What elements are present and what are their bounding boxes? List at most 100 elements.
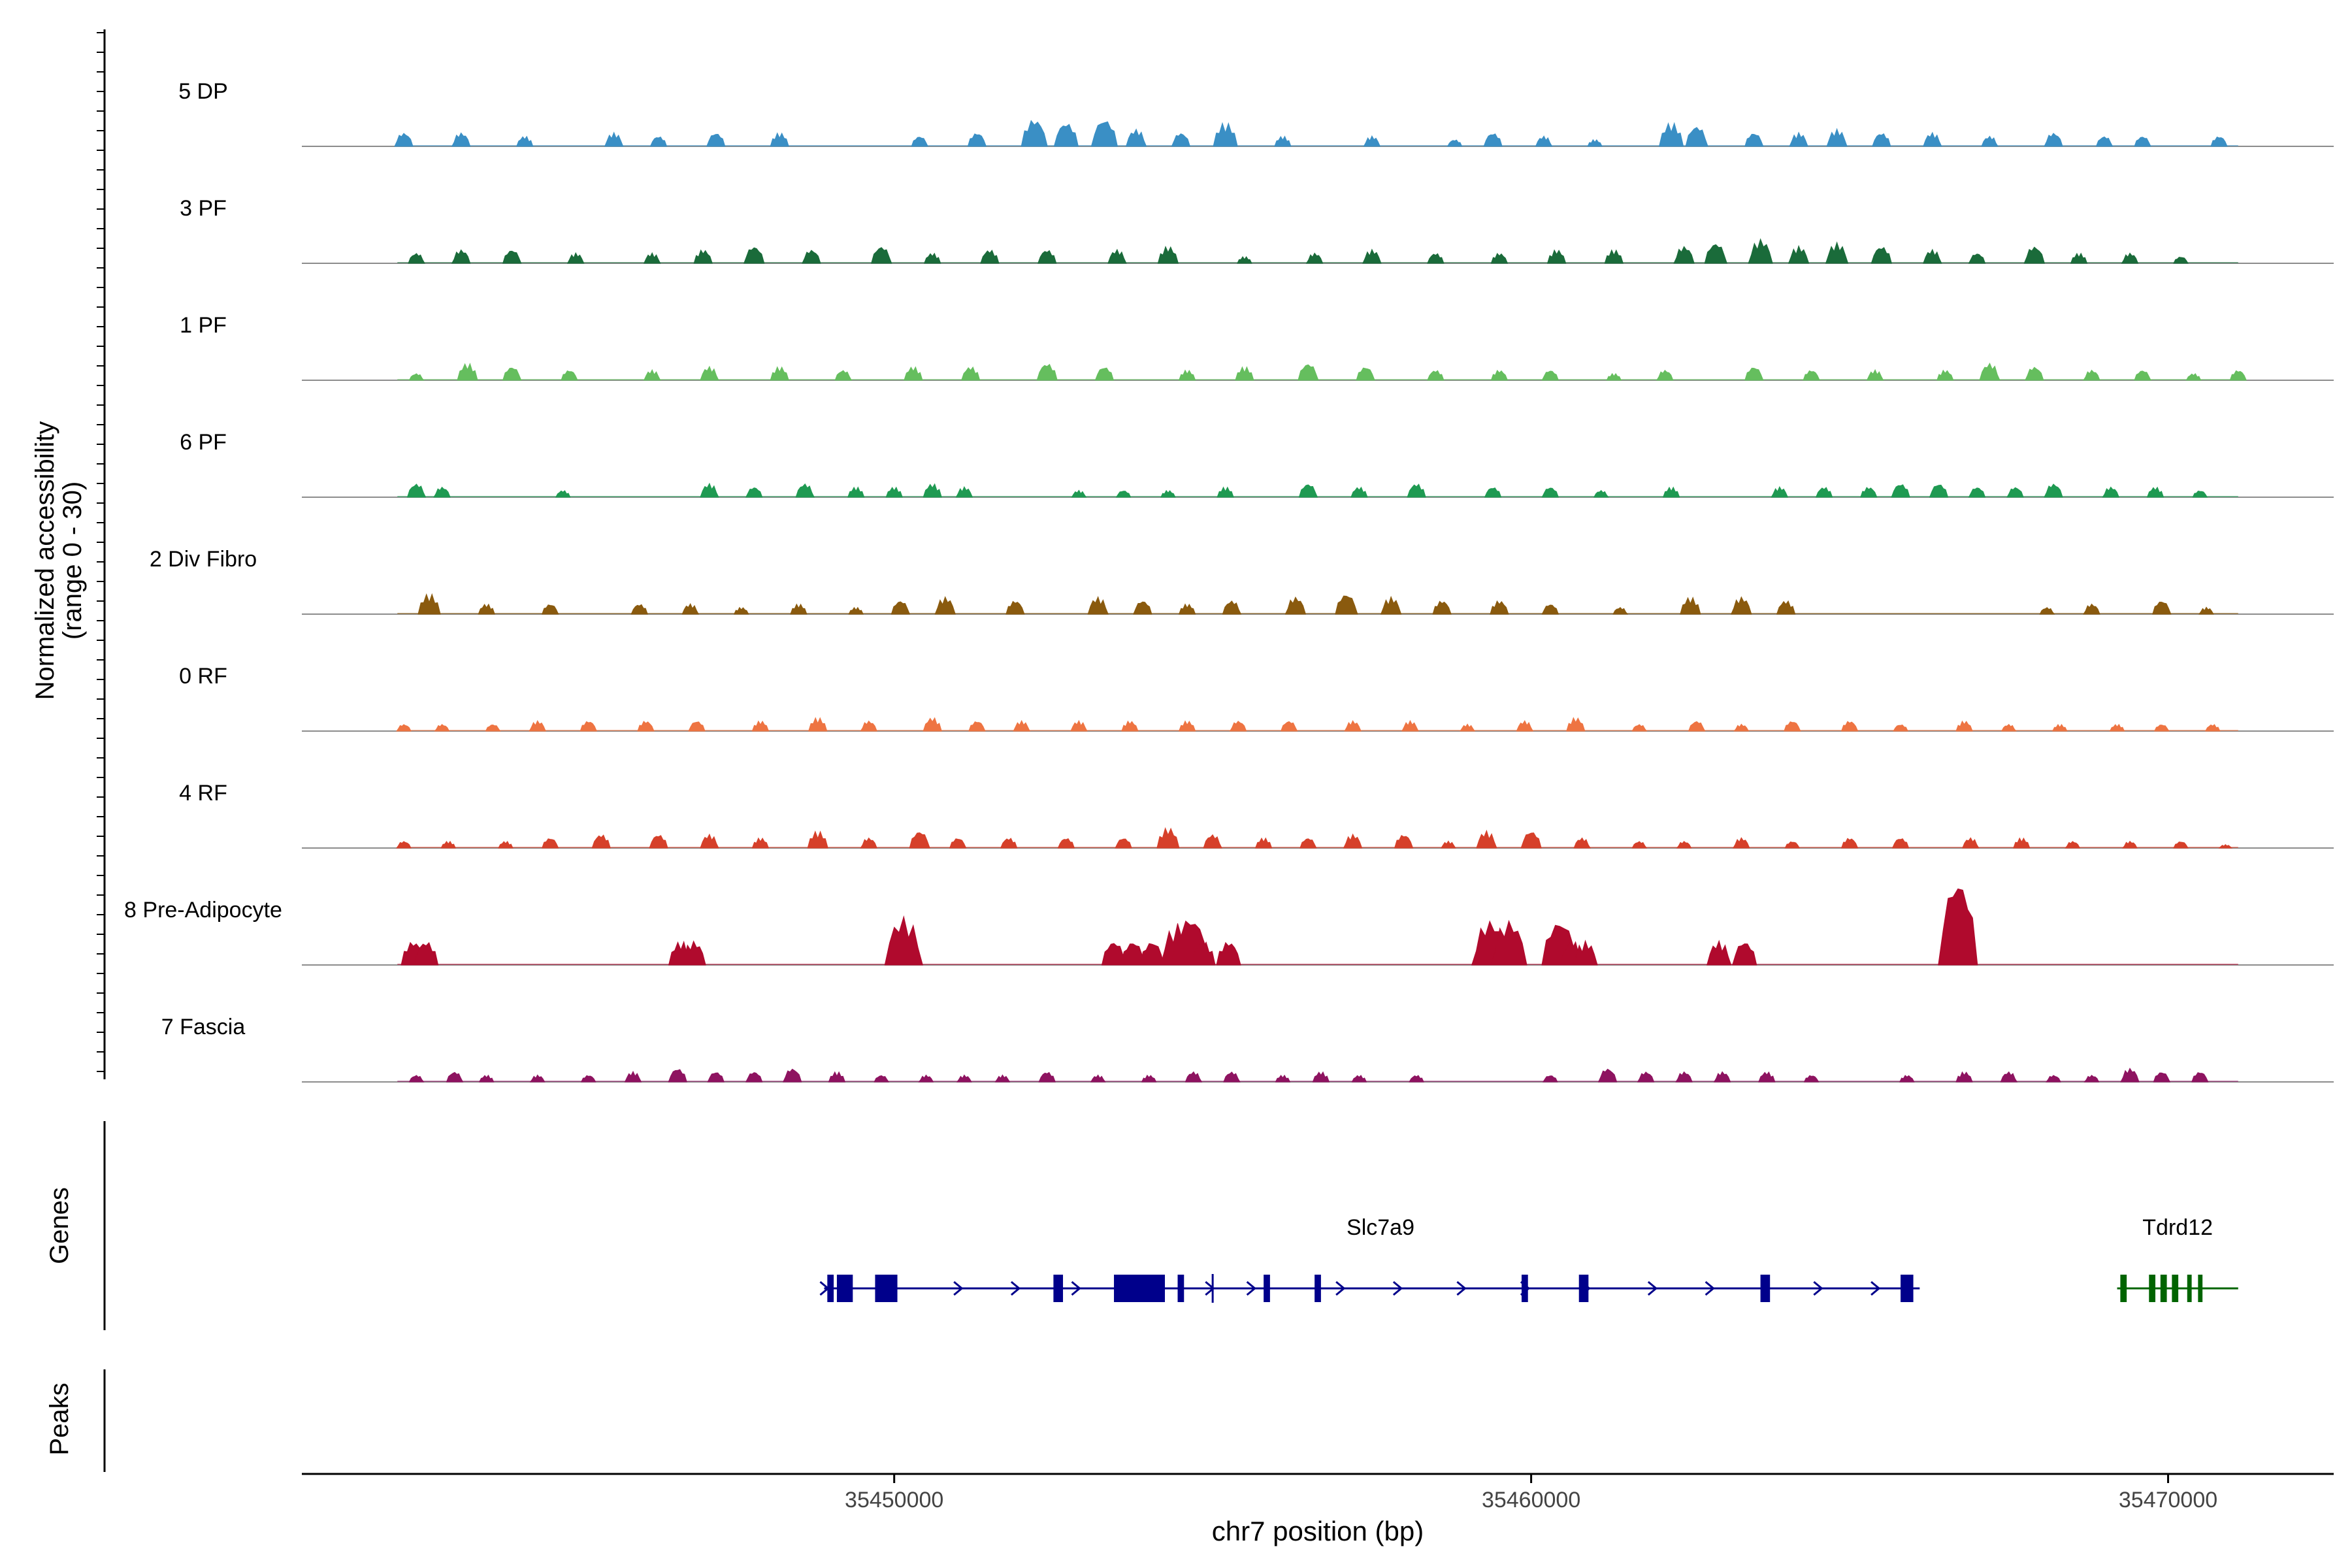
coverage-peak <box>2083 1075 2100 1083</box>
coverage-peak <box>1516 720 1534 732</box>
coverage-peak <box>967 133 987 147</box>
coverage-peak <box>1190 941 1216 966</box>
coverage-peak <box>457 363 478 381</box>
coverage-peak <box>394 133 414 147</box>
coverage-peak <box>1860 487 1878 498</box>
coverage-peak <box>1178 369 1196 381</box>
accessibility-tracks: 5 DP 3 PF 1 PF 6 PF 2 Div Fibro 0 RF 4 RF 8 Pre… <box>124 79 2334 1083</box>
genes-panel: Genes Slc7a9 Tdrd12 <box>45 1121 2238 1330</box>
coverage-peak <box>918 1074 934 1083</box>
coverage-peak <box>2146 486 2164 498</box>
coverage-peak <box>649 136 668 147</box>
coverage-peak <box>1115 491 1132 498</box>
coverage-peak <box>1178 720 1196 732</box>
coverage-peak <box>884 915 923 966</box>
coverage-peak <box>515 135 534 147</box>
coverage-peak <box>1685 127 1708 147</box>
coverage-peak <box>1156 826 1180 849</box>
coverage-peak <box>1427 253 1445 264</box>
coverage-peak <box>1351 1075 1367 1083</box>
x-axis: 35450000 35460000 35470000 chr7 position (… <box>302 1473 2334 1546</box>
track-0-rf: 0 RF <box>179 664 2334 732</box>
coverage-peak <box>1573 939 1598 966</box>
coverage-peak <box>1037 250 1057 264</box>
coverage-peak <box>1125 128 1147 147</box>
coverage-peak <box>1087 596 1109 615</box>
x-tick-label: 35460000 <box>1482 1488 1580 1512</box>
coverage-peak <box>630 604 648 615</box>
coverage-peak <box>1490 919 1527 966</box>
coverage-peak <box>624 1070 642 1083</box>
coverage-peak <box>745 1072 763 1083</box>
track-label: 8 Pre-Adipocyte <box>124 898 282 923</box>
coverage-peak <box>1840 838 1859 849</box>
gene-exon <box>1901 1275 1914 1302</box>
coverage-peak <box>808 717 828 732</box>
coverage-peak <box>1979 362 2001 381</box>
coverage-peak <box>1298 364 1319 381</box>
coverage-peak <box>637 721 655 732</box>
coverage-peak <box>1021 120 1048 147</box>
coverage-peak <box>1676 841 1692 849</box>
coverage-peak <box>1356 367 1375 381</box>
peaks-panel: Peaks <box>45 1369 106 1472</box>
coverage-peak <box>2191 1072 2209 1083</box>
gene-tdrd12: Tdrd12 <box>2117 1215 2238 1302</box>
coverage-peak <box>580 1075 596 1083</box>
coverage-peak <box>956 1074 972 1083</box>
coverage-peak <box>1350 486 1368 498</box>
track-label: 3 PF <box>180 196 227 221</box>
coverage-peak <box>541 604 559 615</box>
track-7-fascia: 7 Fascia <box>161 1015 2334 1083</box>
x-axis-ticks: 35450000 35460000 35470000 <box>845 1474 2217 1512</box>
track-2-div-fibro: 2 Div Fibro <box>150 547 2334 615</box>
coverage-peak <box>1490 252 1509 264</box>
coverage-peak <box>1254 837 1273 849</box>
coverage-peak <box>770 132 789 147</box>
coverage-peak <box>707 1072 725 1083</box>
gene-exon <box>827 1275 834 1302</box>
coverage-peak <box>1803 370 1820 381</box>
coverage-peak <box>406 483 427 498</box>
coverage-peak <box>1407 483 1426 498</box>
gene-exon <box>2120 1275 2127 1302</box>
coverage-peak <box>1981 135 1999 147</box>
coverage-peak <box>2185 373 2202 381</box>
coverage-peak <box>1815 487 1833 498</box>
coverage-peak <box>1490 369 1509 381</box>
coverage-peak <box>1094 367 1115 381</box>
coverage-peak <box>1731 596 1752 615</box>
y-axis-label: Normalized accessibility (range 0 - 30) <box>31 421 87 700</box>
coverage-peak <box>1203 834 1222 849</box>
strand-arrow <box>1335 1281 1346 1296</box>
coverage-peak <box>1748 238 1773 264</box>
coverage-peak <box>1631 841 1648 849</box>
coverage-peak <box>1744 367 1764 381</box>
coverage-peak <box>1866 368 1884 381</box>
coverage-peak <box>807 830 828 849</box>
strand-arrow <box>1580 1281 1591 1296</box>
coverage-peak <box>1803 1075 1820 1083</box>
strand-arrow <box>1071 1281 1081 1296</box>
coverage-peak <box>1566 717 1586 732</box>
coverage-peak <box>1704 244 1727 264</box>
track-3-pf: 3 PF <box>180 196 2334 264</box>
coverage-peak <box>408 1075 425 1083</box>
coverage-peak <box>1732 837 1750 849</box>
coverage-peak <box>1476 829 1497 849</box>
coverage-peak <box>1235 366 1254 381</box>
coverage-peak <box>643 252 661 264</box>
coverage-peak <box>1484 487 1502 498</box>
strand-arrow <box>1246 1281 1256 1296</box>
coverage-peak <box>1298 484 1318 498</box>
coverage-peak <box>961 366 981 381</box>
coverage-peak <box>1968 253 1986 264</box>
coverage-peak <box>1707 939 1732 966</box>
coverage-peak <box>1090 121 1119 147</box>
coverage-peak <box>649 835 668 849</box>
strand-arrow <box>1456 1281 1467 1296</box>
coverage-peak <box>1673 246 1695 264</box>
coverage-peak <box>2229 370 2247 381</box>
coverage-peak <box>1789 131 1808 147</box>
coverage-peak <box>1662 486 1680 498</box>
